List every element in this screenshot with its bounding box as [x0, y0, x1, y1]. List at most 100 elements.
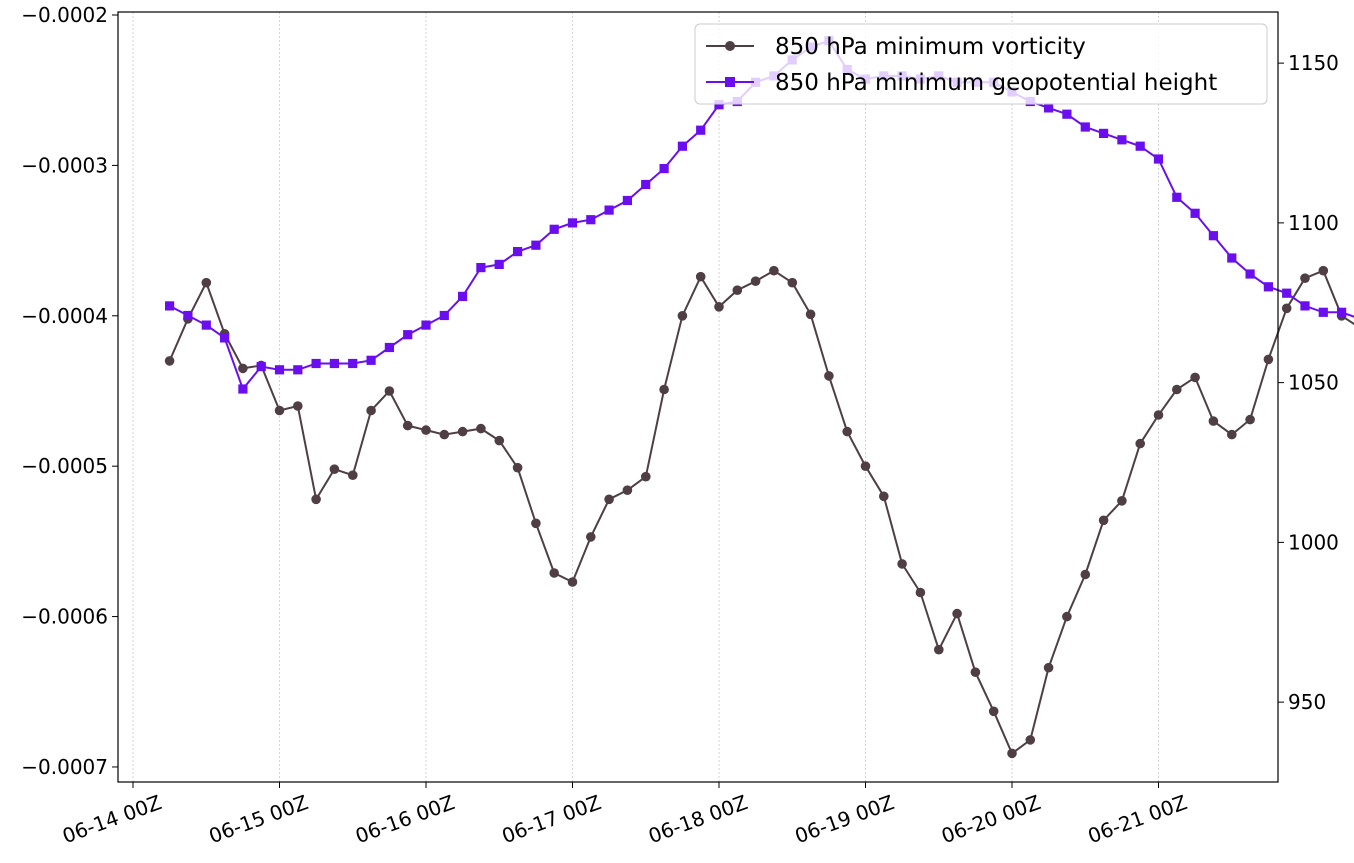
y-axis-left: −0.0002 −0.0003 −0.0004 −0.0005 −0.0006 −0.00…	[21, 3, 118, 779]
y-left-tick-label: −0.0004	[21, 304, 108, 328]
vertical-gridlines	[132, 12, 1159, 782]
data-point	[1153, 154, 1164, 164]
data-point	[256, 362, 266, 372]
legend-box	[694, 23, 1268, 105]
data-point	[641, 179, 651, 190]
data-point	[329, 358, 339, 369]
data-point	[494, 259, 504, 269]
data-point	[457, 426, 468, 437]
data-point	[512, 462, 523, 473]
data-point	[293, 365, 303, 375]
data-point	[1281, 303, 1292, 314]
data-point	[714, 100, 724, 110]
plot-frame	[117, 11, 1279, 783]
data-point	[1043, 662, 1054, 673]
data-point	[476, 263, 486, 273]
data-point	[348, 470, 358, 481]
legend-marker-geopotential-height	[725, 77, 735, 87]
data-point	[531, 240, 541, 250]
data-point	[274, 365, 285, 375]
data-point	[1208, 231, 1218, 241]
y-axis-right: 950 1000 1050 1100 1150	[1278, 51, 1339, 714]
data-point	[696, 125, 706, 135]
data-point	[934, 644, 944, 655]
data-point	[1172, 192, 1182, 202]
data-point	[1044, 103, 1054, 113]
data-point	[311, 494, 321, 505]
y-right-tick-label: 1000	[1288, 530, 1339, 554]
data-point	[842, 426, 852, 437]
data-point	[549, 224, 559, 234]
data-point	[366, 405, 376, 416]
data-point	[439, 429, 450, 440]
y-right-tick-label: 1100	[1288, 211, 1339, 235]
data-point	[1007, 748, 1017, 759]
data-point	[1263, 282, 1273, 292]
data-point	[970, 667, 981, 677]
y-left-tick-label: −0.0007	[21, 755, 108, 779]
data-point	[659, 164, 669, 174]
y-left-tick-label: −0.0003	[21, 153, 108, 177]
y-left-tick-label: −0.0006	[21, 605, 108, 629]
data-point	[586, 532, 596, 542]
data-point	[513, 247, 523, 257]
data-point	[641, 471, 651, 482]
legend: 850 hPa minimum vorticity 850 hPa minimu…	[694, 23, 1268, 105]
data-point	[183, 310, 193, 321]
data-point	[1190, 372, 1200, 383]
data-point	[402, 420, 413, 431]
legend-label-geopotential-height: 850 hPa minimum geopotential height	[775, 70, 1217, 96]
data-point	[750, 276, 761, 287]
data-point	[201, 320, 211, 330]
series-0	[164, 265, 1354, 759]
data-point	[238, 363, 248, 374]
data-point	[824, 371, 834, 381]
data-point	[1245, 414, 1255, 425]
data-point	[732, 285, 743, 296]
data-point	[1245, 269, 1255, 279]
y-right-tick-label: 1050	[1288, 371, 1339, 395]
series-line	[168, 269, 1354, 755]
data-point	[769, 265, 779, 276]
data-point	[1098, 515, 1109, 526]
data-point	[1153, 410, 1164, 420]
data-point	[1318, 265, 1329, 276]
y-right-tick-label: 950	[1288, 690, 1326, 714]
data-point	[1300, 301, 1310, 311]
data-point	[201, 277, 212, 288]
data-point	[476, 423, 486, 434]
y-left-tick-label: −0.0005	[21, 454, 108, 478]
data-point	[1080, 122, 1090, 132]
data-point	[1117, 496, 1127, 506]
data-point	[604, 494, 614, 505]
data-point	[421, 320, 431, 330]
data-point	[494, 435, 505, 446]
data-point	[439, 310, 449, 321]
data-point	[1099, 128, 1109, 138]
data-point	[1025, 735, 1036, 745]
data-point	[714, 302, 724, 312]
data-point	[586, 215, 596, 225]
data-point	[1263, 354, 1274, 365]
data-point	[274, 405, 285, 416]
data-point	[1062, 611, 1072, 622]
data-point	[311, 358, 321, 369]
data-point	[1227, 429, 1237, 440]
data-point	[220, 333, 230, 343]
y-right-tick-label: 1150	[1288, 51, 1339, 75]
data-point	[1135, 438, 1145, 449]
data-point	[677, 141, 687, 151]
data-point	[1080, 569, 1091, 580]
data-point	[1318, 307, 1328, 317]
data-point	[366, 355, 376, 365]
data-point	[1135, 141, 1145, 151]
data-point	[897, 559, 907, 569]
data-point	[421, 425, 431, 435]
data-point	[1300, 273, 1310, 284]
data-point	[384, 342, 394, 353]
data-point	[787, 277, 798, 288]
data-point	[659, 384, 669, 395]
data-point	[329, 464, 340, 475]
